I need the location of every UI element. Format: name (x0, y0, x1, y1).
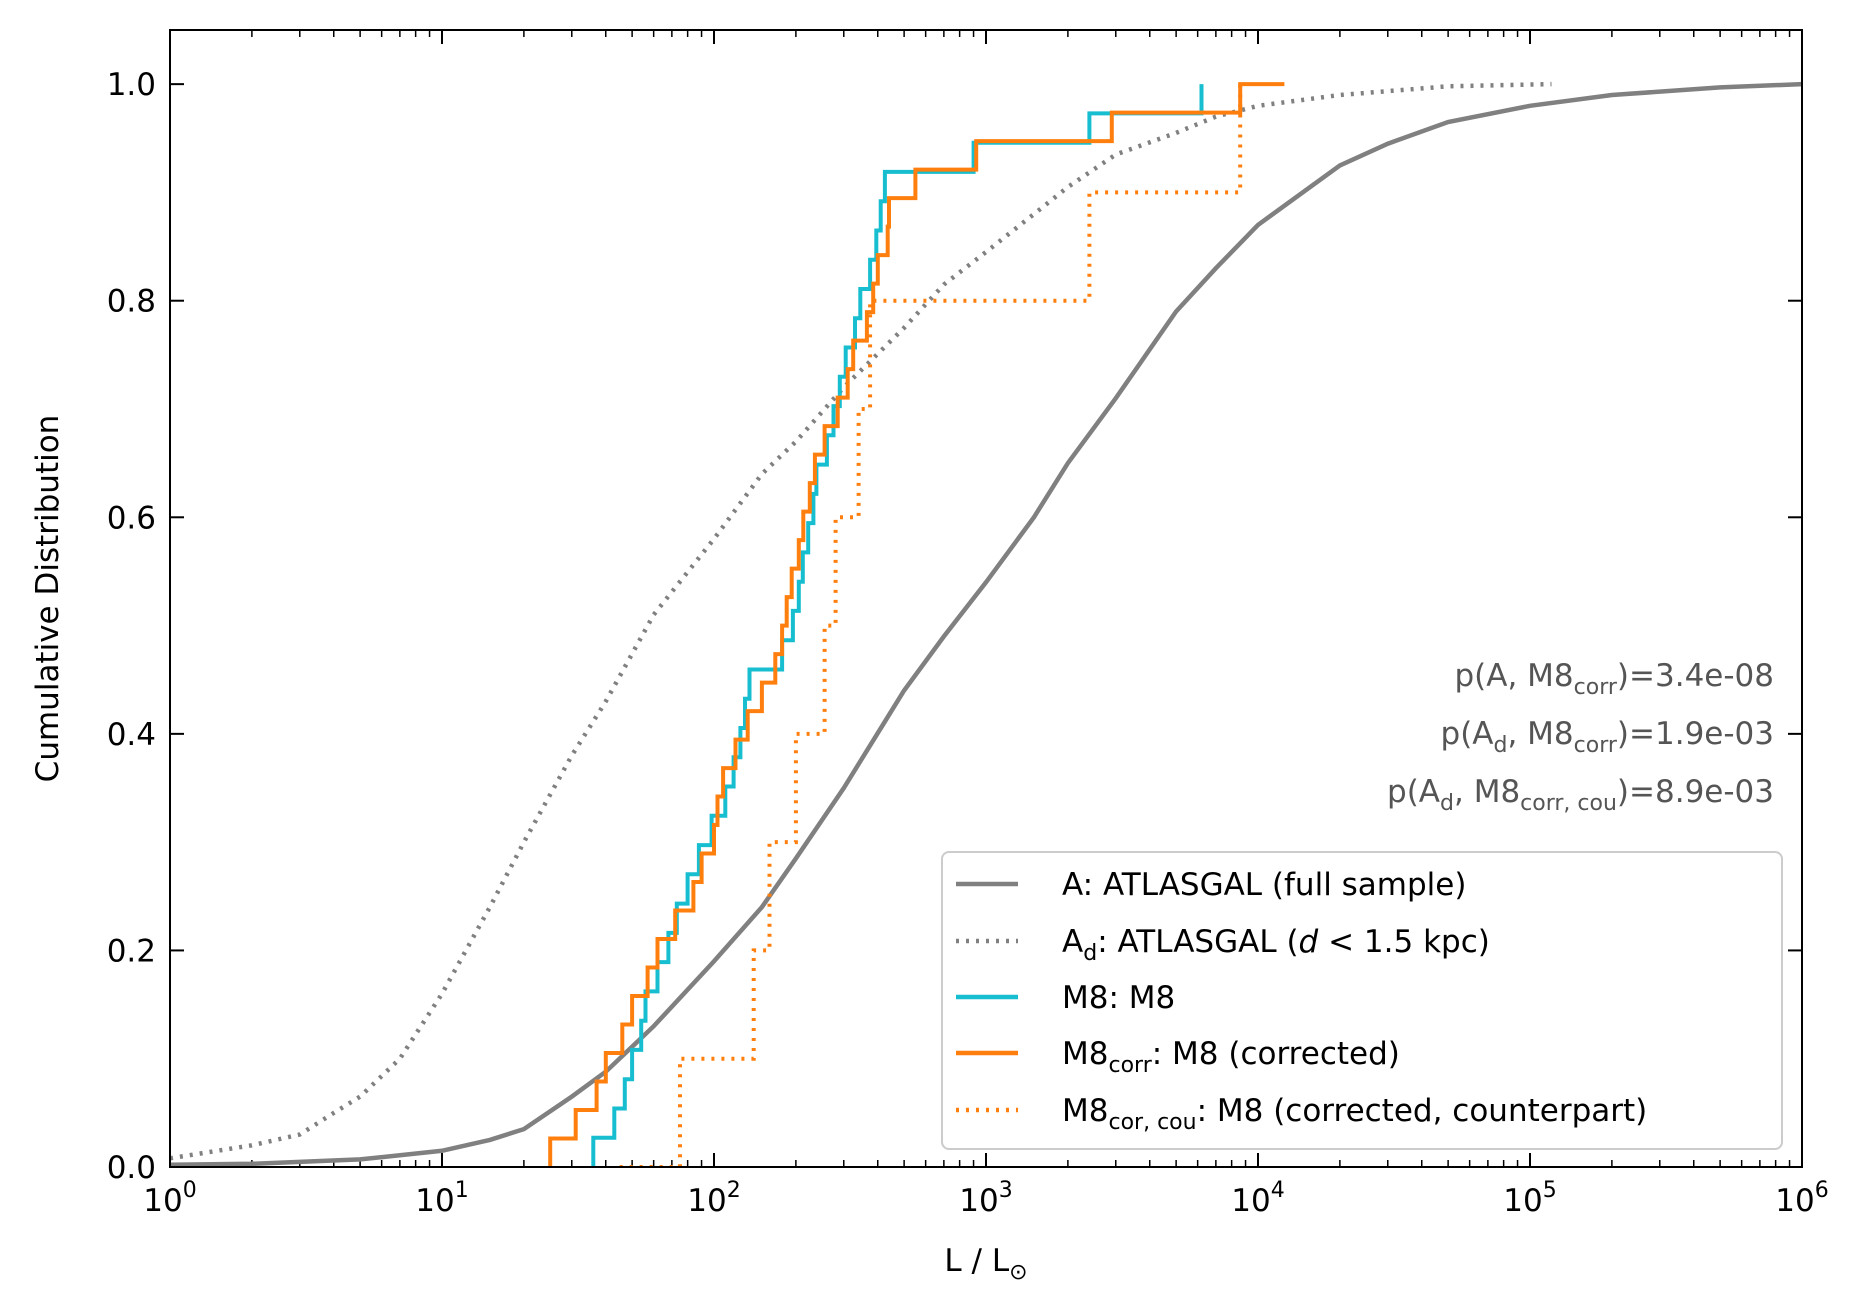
series-atlasgal_full (170, 81, 1802, 1167)
y-tick-label: 0.4 (107, 717, 156, 753)
x-tick-label: 103 (959, 1178, 1012, 1219)
series-m8 (591, 84, 1204, 1167)
series-m8_cor_cou (619, 84, 1243, 1167)
series-atlasgal_d (170, 81, 1552, 1161)
y-tick-label: 1.0 (107, 67, 156, 103)
legend-label-m8: M8: M8 (1062, 980, 1175, 1016)
x-tick-label: 106 (1775, 1178, 1828, 1219)
series-m8_corr (548, 82, 1285, 1167)
y-tick-label: 0.2 (107, 933, 156, 969)
legend-label-m8_corr: M8corr: M8 (corrected) (1062, 1036, 1400, 1078)
x-tick-label: 100 (143, 1178, 196, 1219)
y-tick-label: 0.8 (107, 284, 156, 320)
x-axis-label: L / L⊙ (944, 1243, 1027, 1285)
p-value-annotation: p(A, M8corr)=3.4e-08 (1455, 658, 1775, 700)
p-value-annotation: p(Ad, M8corr)=1.9e-03 (1441, 716, 1774, 758)
y-axis-label: Cumulative Distribution (30, 415, 66, 783)
legend-label-m8_cor_cou: M8cor, cou: M8 (corrected, counterpart) (1062, 1093, 1647, 1135)
x-tick-label: 104 (1231, 1178, 1284, 1219)
y-tick-label: 0.6 (107, 500, 156, 536)
x-tick-label: 101 (415, 1178, 468, 1219)
y-tick-label: 0.0 (107, 1150, 156, 1186)
x-tick-label: 102 (687, 1178, 740, 1219)
legend-box (941, 851, 1783, 1150)
p-value-annotation: p(Ad, M8corr, cou)=8.9e-03 (1387, 774, 1774, 816)
x-tick-label: 105 (1503, 1178, 1556, 1219)
legend-label-atlasgal_d: Ad: ATLASGAL (d < 1.5 kpc) (1062, 924, 1490, 966)
plot-frame (169, 29, 1803, 1168)
legend-label-atlasgal_full: A: ATLASGAL (full sample) (1062, 867, 1466, 903)
